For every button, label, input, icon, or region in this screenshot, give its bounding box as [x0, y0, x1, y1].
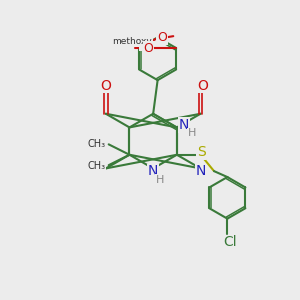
Text: O: O [100, 79, 111, 92]
Text: N: N [195, 164, 206, 178]
Text: CH₃: CH₃ [87, 161, 105, 171]
Text: N: N [147, 164, 158, 178]
Text: N: N [179, 118, 190, 132]
Text: O: O [144, 42, 154, 55]
Text: H: H [155, 175, 164, 185]
Text: O: O [140, 37, 149, 50]
Text: Cl: Cl [223, 236, 237, 249]
Text: O: O [157, 31, 167, 44]
Text: O: O [197, 79, 208, 92]
Text: methoxy: methoxy [112, 37, 152, 46]
Text: CH₃: CH₃ [87, 139, 105, 149]
Text: S: S [197, 145, 206, 159]
Text: H: H [188, 128, 196, 138]
